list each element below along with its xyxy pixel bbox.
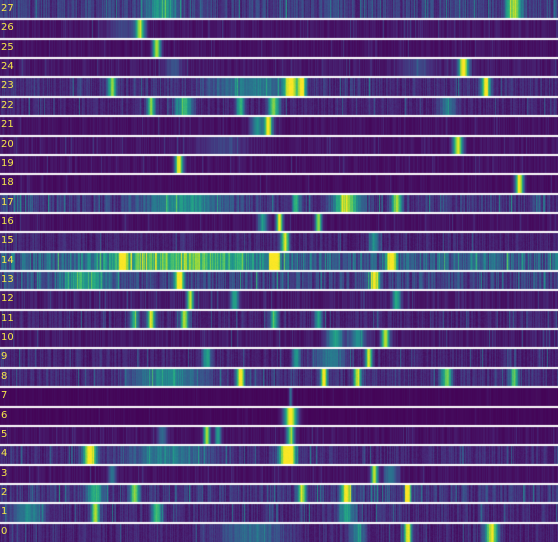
row-label-26: 26: [1, 22, 14, 33]
row-label-15: 15: [1, 235, 14, 246]
row-label-24: 24: [1, 61, 14, 72]
row-label-17: 17: [1, 197, 14, 208]
row-label-1: 1: [1, 506, 8, 517]
row-label-2: 2: [1, 487, 8, 498]
row-label-16: 16: [1, 216, 14, 227]
row-label-12: 12: [1, 293, 14, 304]
row-label-7: 7: [1, 390, 8, 401]
row-label-23: 23: [1, 80, 14, 91]
row-label-8: 8: [1, 371, 8, 382]
row-label-11: 11: [1, 313, 14, 324]
row-label-27: 27: [1, 3, 14, 14]
row-label-19: 19: [1, 158, 14, 169]
row-label-14: 14: [1, 255, 14, 266]
row-label-10: 10: [1, 332, 14, 343]
row-label-9: 9: [1, 351, 8, 362]
row-label-5: 5: [1, 429, 8, 440]
row-label-20: 20: [1, 139, 14, 150]
row-label-18: 18: [1, 177, 14, 188]
row-label-21: 21: [1, 119, 14, 130]
row-label-25: 25: [1, 42, 14, 53]
row-label-22: 22: [1, 100, 14, 111]
row-label-6: 6: [1, 410, 8, 421]
row-label-3: 3: [1, 468, 8, 479]
row-label-4: 4: [1, 448, 8, 459]
row-label-13: 13: [1, 274, 14, 285]
row-label-0: 0: [1, 526, 8, 537]
